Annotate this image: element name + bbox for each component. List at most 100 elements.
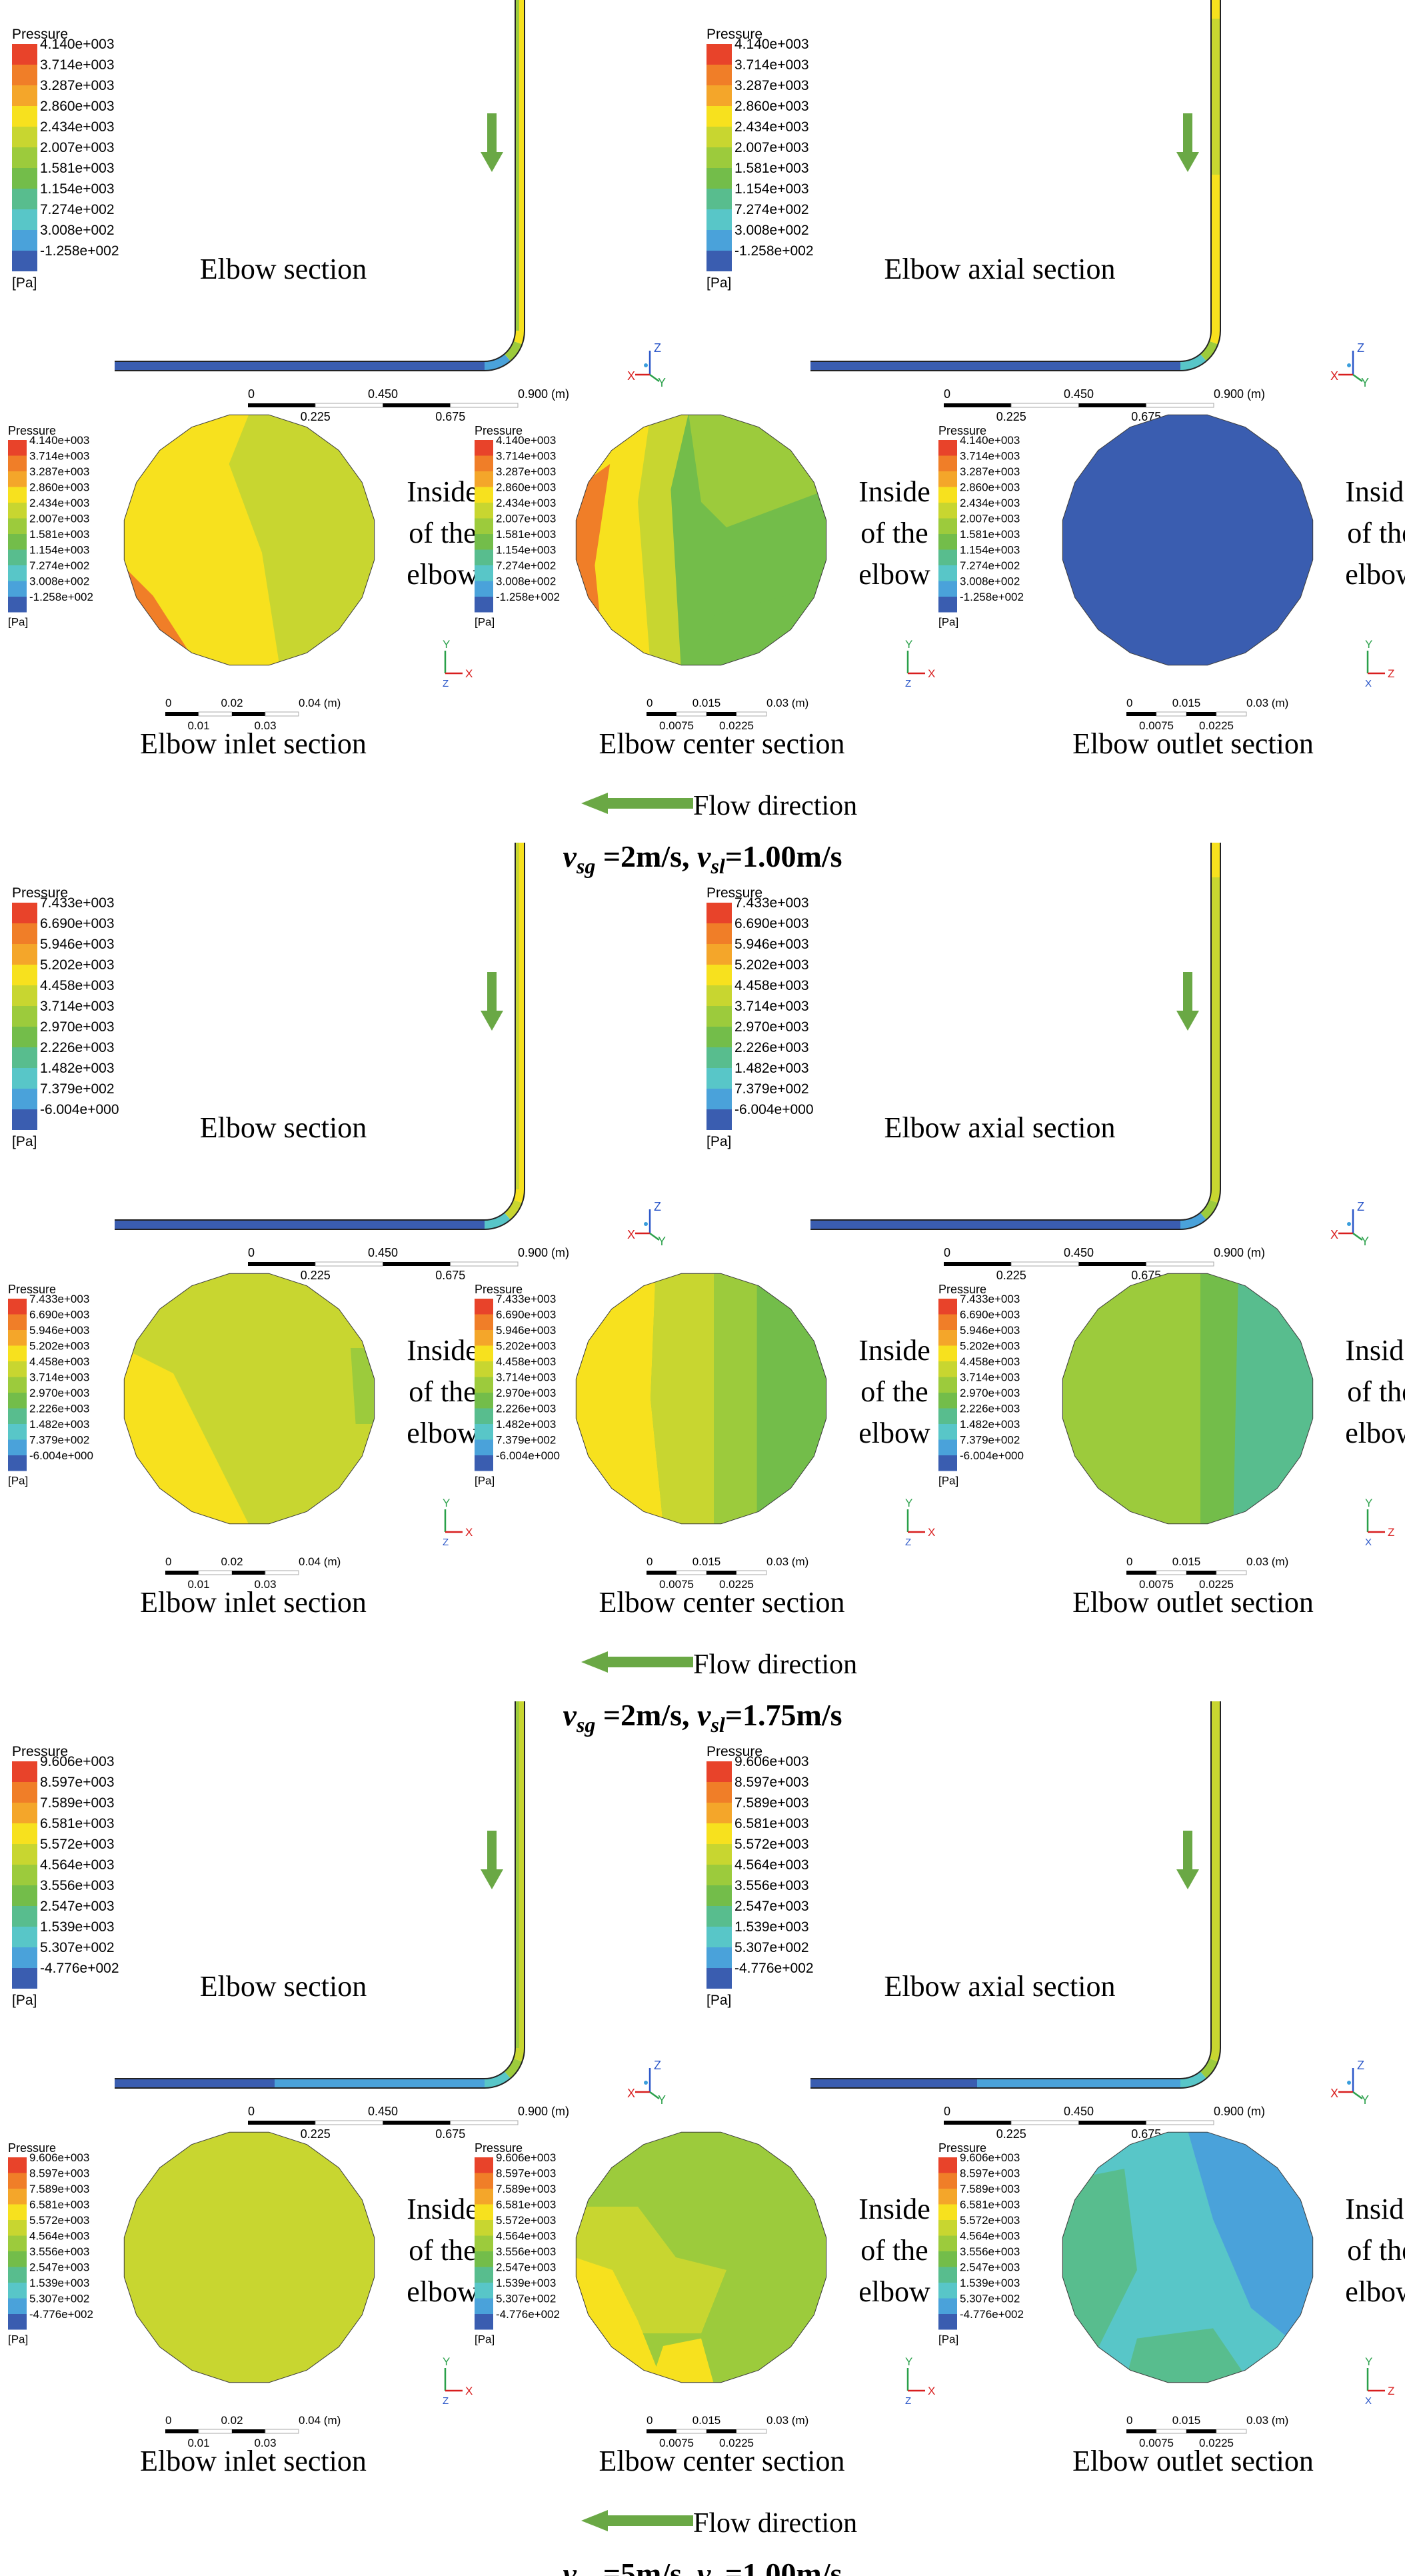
scale-label: 0.03 (m) xyxy=(766,2414,808,2427)
legend-value: 3.287e+003 xyxy=(29,465,89,478)
pipe-horizontal-segment xyxy=(275,2079,485,2088)
inside-label-line: of the xyxy=(409,2234,476,2267)
section-inlet xyxy=(123,2131,375,2383)
pipe-bend-edge xyxy=(1180,330,1212,362)
legend-value: 2.970e+003 xyxy=(496,1387,556,1399)
scale-bar-left: 0 0.450 0.900 (m) 0.225 0.675 xyxy=(248,2105,569,2141)
scale-segment xyxy=(450,1261,519,1267)
axis-y xyxy=(1352,373,1363,383)
scale-segment xyxy=(1078,2121,1146,2125)
legend-value: 4.564e+003 xyxy=(496,2230,556,2243)
legend-title: Pressure xyxy=(8,2141,56,2155)
legend-swatch xyxy=(475,503,493,519)
scale-segment xyxy=(1078,1262,1146,1266)
flow-arrow-down-right-head xyxy=(1176,152,1199,172)
axis-label-y: Y xyxy=(658,2093,666,2107)
legend-value: 1.539e+003 xyxy=(960,2277,1020,2289)
scale-label: 0.015 xyxy=(693,697,721,709)
legend-value: 7.379e+002 xyxy=(40,1081,115,1097)
legend-swatch xyxy=(8,534,27,550)
inside-label-line: Inside xyxy=(1345,475,1405,508)
legend-swatch xyxy=(12,923,37,944)
condition-part: sl xyxy=(710,2571,724,2576)
axis-label: X xyxy=(465,1526,473,1539)
axis-triad-left: Z X Y xyxy=(627,2059,666,2107)
legend-unit: [Pa] xyxy=(706,1993,731,2008)
pipe-vertical-bottom xyxy=(1211,1033,1220,1189)
legend-swatch xyxy=(8,1424,27,1440)
legend-swatch xyxy=(12,189,37,209)
legend-swatch xyxy=(475,2298,493,2314)
legend-value: 3.008e+002 xyxy=(960,575,1020,588)
legend-unit: [Pa] xyxy=(12,1993,37,2008)
legend-value: 7.589e+003 xyxy=(496,2183,556,2195)
pipe-elbow-axial xyxy=(810,1701,1221,2089)
axis-label: Y xyxy=(443,638,450,651)
legend-value: 2.434e+003 xyxy=(496,497,556,509)
legend-value: -6.004e+000 xyxy=(734,1102,814,1117)
legend-swatch xyxy=(8,549,27,565)
legend-value: 5.307e+002 xyxy=(734,1940,809,1955)
legend-swatch xyxy=(706,1803,732,1823)
inside-label-line: Inside xyxy=(1345,1334,1405,1367)
legend-value: 5.202e+003 xyxy=(496,1340,556,1353)
legend-swatch xyxy=(8,455,27,471)
legend-value: 3.714e+003 xyxy=(960,1371,1020,1384)
condition-part: v xyxy=(697,2557,711,2576)
pressure-region xyxy=(651,1273,714,1524)
scale-segment xyxy=(1126,712,1156,716)
scale-label: 0.03 xyxy=(254,1578,276,1591)
scale-segment xyxy=(1010,2120,1079,2125)
scale-label: 0.450 xyxy=(368,2105,398,2118)
legend-swatch xyxy=(12,1823,37,1844)
pipe-bend-edge xyxy=(1180,330,1221,371)
pipe-bend-edge xyxy=(484,2047,525,2089)
pipe-bend-segment xyxy=(1200,2058,1218,2079)
flow-arrow-down-left xyxy=(487,1831,497,1871)
legend-title: Pressure xyxy=(938,1283,986,1296)
flow-direction-arrow xyxy=(607,1657,693,1667)
scale-bar-outlet: 0 0.015 0.03 (m) 0.0075 0.0225 xyxy=(1126,697,1288,732)
legend-title: Pressure xyxy=(12,885,68,901)
legend-value: 4.140e+003 xyxy=(40,37,115,52)
scale-label: 0.900 (m) xyxy=(518,2105,569,2118)
pipe-vertical-outer xyxy=(519,0,525,331)
legend-title: Pressure xyxy=(8,424,56,437)
legend-swatch xyxy=(12,1906,37,1927)
section-center xyxy=(575,2131,827,2383)
scale-segment xyxy=(232,712,265,716)
condition-part: sg xyxy=(576,2571,595,2576)
legend-swatch xyxy=(12,106,37,127)
flow-arrow-down-right-head xyxy=(1176,1011,1199,1031)
scale-label: 0.225 xyxy=(301,1269,331,1282)
legend-value: -1.258e+002 xyxy=(734,243,814,259)
inside-label-line: elbow xyxy=(858,1417,930,1449)
legend-value: 5.946e+003 xyxy=(29,1324,89,1337)
legend-swatch xyxy=(706,944,732,965)
condition-part: v xyxy=(697,839,711,873)
legend-value: 1.482e+003 xyxy=(734,1061,809,1076)
pressure-region xyxy=(229,415,375,665)
legend-value: 2.970e+003 xyxy=(40,1019,115,1035)
legend-swatch xyxy=(938,1345,957,1361)
label-flow-direction: Flow direction xyxy=(693,1649,857,1680)
axis-triad-left: Z X Y xyxy=(627,1200,666,1248)
legend-swatch xyxy=(938,2283,957,2299)
condition-part: sg xyxy=(576,1713,595,1737)
axis-label-z: Z xyxy=(654,2059,661,2072)
legend-swatch xyxy=(8,1455,27,1471)
legend-value: 7.589e+003 xyxy=(734,1795,809,1811)
legend-value: 7.433e+003 xyxy=(40,895,115,911)
scale-segment xyxy=(647,2429,677,2433)
scale-label: 0.03 (m) xyxy=(1246,697,1288,709)
condition-part: v xyxy=(697,1698,711,1732)
axis-triad-left: Z X Y xyxy=(627,341,666,389)
legend-swatch xyxy=(8,597,27,613)
legend-swatch xyxy=(8,1439,27,1455)
scale-segment xyxy=(1216,1570,1247,1575)
scale-label: 0.04 (m) xyxy=(299,2414,341,2427)
axis-label: Z xyxy=(443,2395,449,2407)
